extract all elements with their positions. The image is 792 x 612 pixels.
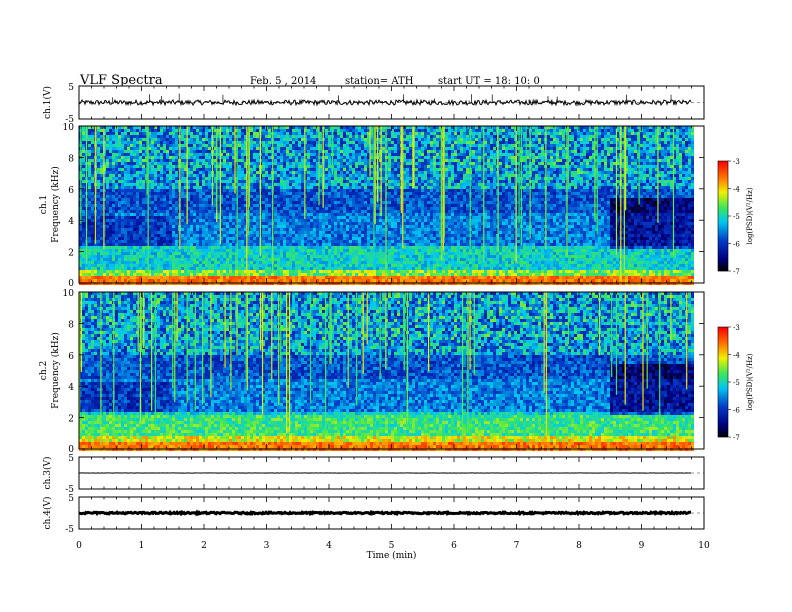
y-tick-label: 4 xyxy=(68,383,74,393)
colorbar-tick-label: -4 xyxy=(733,352,740,360)
y-axis-label: ch.1(V) xyxy=(42,86,53,119)
colorbar-tick-label: -7 xyxy=(733,434,740,442)
y-axis-label: Frequency (kHz) xyxy=(50,332,61,409)
spectrogram-ch2 xyxy=(79,292,694,451)
colorbar-label: log(PSD)(V²/Hz) xyxy=(746,353,754,410)
colorbar xyxy=(718,327,728,437)
colorbar-tick-label: -7 xyxy=(733,268,740,276)
y-axis-label: ch.4(V) xyxy=(42,497,53,530)
y-axis-label: ch.3(V) xyxy=(42,457,53,490)
colorbar-tick-label: -6 xyxy=(733,241,740,249)
y-tick-label: 0 xyxy=(68,279,74,289)
x-tick-label: 4 xyxy=(326,541,332,551)
x-tick-label: 3 xyxy=(264,541,270,551)
y-tick-label: 2 xyxy=(68,415,74,425)
x-tick-label: 5 xyxy=(389,541,395,551)
y-tick-label: 6 xyxy=(68,352,74,362)
x-tick-label: 6 xyxy=(451,541,457,551)
channel-label: ch.1 xyxy=(39,195,49,214)
x-tick-label: 0 xyxy=(76,541,82,551)
y-tick-label: 5 xyxy=(68,83,74,93)
y-tick-label: 8 xyxy=(68,154,74,164)
y-tick-label: 10 xyxy=(63,123,75,133)
y-tick-label: 6 xyxy=(68,186,74,196)
y-tick-label: 4 xyxy=(68,217,74,227)
y-tick-label: 2 xyxy=(68,249,74,259)
colorbar-label: log(PSD)(V²/Hz) xyxy=(746,187,754,244)
x-tick-label: 10 xyxy=(698,541,710,551)
x-tick-label: 8 xyxy=(576,541,582,551)
y-tick-label: 10 xyxy=(63,289,75,299)
colorbar-tick-label: -3 xyxy=(733,158,740,166)
x-tick-label: 2 xyxy=(201,541,207,551)
colorbar-tick-label: -6 xyxy=(733,407,740,415)
vlf-spectra-chart: 5-5ch.1(V)0246810ch.1 Frequency (kHz)-3-4… xyxy=(0,0,792,612)
y-tick-label: 5 xyxy=(68,494,74,504)
y-tick-label: 5 xyxy=(68,454,74,464)
y-axis-label: Frequency (kHz) xyxy=(50,166,61,243)
y-tick-label: -5 xyxy=(65,525,74,535)
colorbar xyxy=(718,161,728,271)
x-tick-label: 7 xyxy=(514,541,520,551)
colorbar-tick-label: -4 xyxy=(733,186,740,194)
signal-trace-ch.4(V) xyxy=(79,512,691,514)
colorbar-tick-label: -3 xyxy=(733,324,740,332)
y-tick-label: 8 xyxy=(68,320,74,330)
spectrogram-ch1 xyxy=(79,126,694,285)
x-tick-label: 9 xyxy=(639,541,645,551)
colorbar-tick-label: -5 xyxy=(733,379,740,387)
x-tick-label: 1 xyxy=(139,541,145,551)
channel-label: ch.2 xyxy=(39,361,49,380)
x-axis-label: Time (min) xyxy=(367,550,417,561)
colorbar-tick-label: -5 xyxy=(733,213,740,221)
